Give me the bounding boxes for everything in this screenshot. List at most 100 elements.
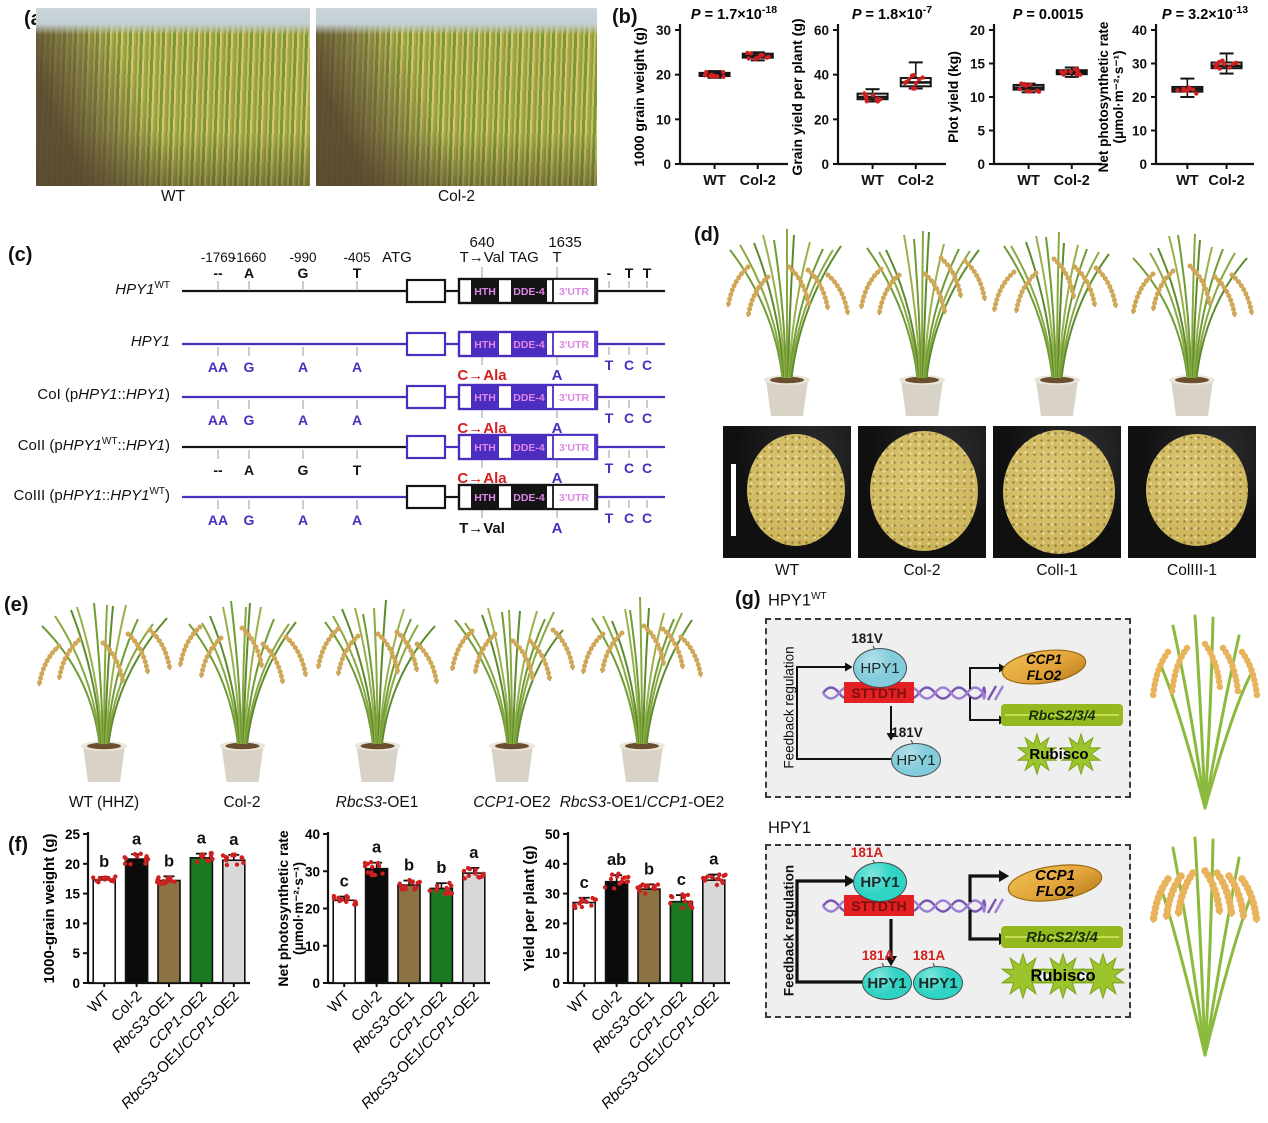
svg-text:10: 10 xyxy=(65,916,80,931)
svg-text:G: G xyxy=(298,265,309,281)
svg-text:AA: AA xyxy=(208,359,228,375)
svg-text:P = 1.7×10-18: P = 1.7×10-18 xyxy=(691,4,777,23)
panel-d-label: (d) xyxy=(694,224,720,246)
pot-photo-ccp1-oe2 xyxy=(449,607,576,782)
svg-text:--: -- xyxy=(213,265,223,281)
barchart-1000-grain-weight: 1000-grain weight (g) 0510152025bWTaCol-2… xyxy=(41,827,250,1112)
svg-text:c: c xyxy=(677,871,686,889)
svg-text:T: T xyxy=(353,462,362,478)
svg-text:3'UTR: 3'UTR xyxy=(559,339,589,351)
svg-text:Plot yield (kg): Plot yield (kg) xyxy=(945,51,961,143)
svg-text:-1769: -1769 xyxy=(201,250,236,265)
svg-text:DDE-4: DDE-4 xyxy=(513,492,545,504)
svg-text:FLO2: FLO2 xyxy=(1027,668,1062,683)
field-photo-col2 xyxy=(316,8,597,186)
svg-text:G: G xyxy=(244,359,255,375)
caption-e-wt: WT (HHZ) xyxy=(68,794,140,811)
svg-text:25: 25 xyxy=(65,827,81,842)
svg-text:C: C xyxy=(642,357,652,373)
svg-text:A: A xyxy=(352,512,362,528)
scale-bar xyxy=(731,464,736,536)
svg-text:RbcS2/3/4: RbcS2/3/4 xyxy=(1029,707,1096,723)
svg-text:HTH: HTH xyxy=(474,492,496,504)
svg-text:(μmol·m⁻²·s⁻¹): (μmol·m⁻²·s⁻¹) xyxy=(291,862,306,955)
hpy1-protein: HPY1 xyxy=(891,743,941,777)
svg-text:AA: AA xyxy=(208,512,228,528)
boxplot-grain-yield-per-plant: Grain yield per plant (g) P = 1.8×10-7 0 20… xyxy=(789,4,946,189)
seed-pile xyxy=(870,431,978,551)
svg-text:G: G xyxy=(298,462,309,478)
barchart-net-photosynthetic-rate: Net photosynthetic rate (μmol·m⁻²·s⁻¹) 0 10… xyxy=(275,827,490,1112)
svg-text:Grain yield per plant (g): Grain yield per plant (g) xyxy=(789,18,805,175)
svg-text:FLO2: FLO2 xyxy=(1036,883,1075,900)
svg-text:WT: WT xyxy=(1017,173,1040,189)
svg-text:181V: 181V xyxy=(891,725,923,740)
svg-text:C→Ala: C→Ala xyxy=(457,470,507,487)
svg-text:(μmol·m⁻²·s⁻¹): (μmol·m⁻²·s⁻¹) xyxy=(1111,51,1126,144)
svg-text:c: c xyxy=(580,874,589,892)
panel-g-label: (g) xyxy=(735,588,761,610)
svg-text:DDE-4: DDE-4 xyxy=(513,392,545,404)
svg-text:CCP1: CCP1 xyxy=(1026,652,1062,667)
pot-photo-col2-e xyxy=(177,600,309,782)
svg-text:15: 15 xyxy=(970,57,986,72)
svg-text:P = 3.2×10-13: P = 3.2×10-13 xyxy=(1162,4,1248,23)
svg-text:-405: -405 xyxy=(343,250,370,265)
svg-text:0: 0 xyxy=(552,976,560,991)
svg-text:10: 10 xyxy=(1132,124,1147,139)
svg-text:Col-2: Col-2 xyxy=(740,173,776,189)
svg-text:20: 20 xyxy=(545,916,560,931)
svg-text:20: 20 xyxy=(305,902,320,917)
hpy1-protein: HPY1 xyxy=(913,966,963,1000)
svg-text:181A: 181A xyxy=(862,948,895,963)
svg-text:ab: ab xyxy=(607,851,626,869)
svg-text:b: b xyxy=(644,860,654,878)
svg-text:30: 30 xyxy=(1132,57,1147,72)
panel-b-label: (b) xyxy=(612,6,638,28)
svg-text:0: 0 xyxy=(72,976,80,991)
svg-text:3'UTR: 3'UTR xyxy=(559,442,589,454)
svg-text:T→Val: T→Val xyxy=(460,249,505,266)
caption-d-coI-1: ColI-1 xyxy=(1036,562,1078,579)
svg-text:T: T xyxy=(605,410,614,426)
allele-name-hpy1: HPY1 xyxy=(130,333,170,350)
svg-text:c: c xyxy=(340,873,349,891)
seed-pile xyxy=(1146,434,1248,546)
allele-name-coIII: CoIII (pHPY1::HPY1WT) xyxy=(13,486,170,504)
svg-text:C: C xyxy=(642,410,652,426)
svg-text:A: A xyxy=(552,520,563,537)
svg-text:181A: 181A xyxy=(851,845,884,860)
svg-text:STTDTH: STTDTH xyxy=(851,685,906,701)
svg-text:40: 40 xyxy=(814,68,829,83)
svg-text:Net photosynthetic rate: Net photosynthetic rate xyxy=(1096,21,1111,172)
seed-photo-coIII-1 xyxy=(1128,426,1256,558)
svg-text:HTH: HTH xyxy=(474,339,496,351)
svg-text:TAG: TAG xyxy=(509,249,539,266)
svg-text:T: T xyxy=(552,249,561,266)
svg-text:Net photosynthetic rate: Net photosynthetic rate xyxy=(275,830,291,987)
svg-text:b: b xyxy=(436,859,446,877)
panel-f-label: (f) xyxy=(8,834,28,856)
svg-text:1635: 1635 xyxy=(548,234,581,251)
svg-text:b: b xyxy=(99,853,109,871)
svg-text:-990: -990 xyxy=(289,250,316,265)
caption-d-col2: Col-2 xyxy=(903,562,941,579)
svg-text:ATG: ATG xyxy=(382,249,412,266)
allele-name-hpy1wt: HPY1WT xyxy=(115,280,170,298)
hpy1-protein: HPY1 xyxy=(862,966,912,1000)
caption-d-coIII-1: ColIII-1 xyxy=(1167,562,1217,579)
pot-photo-rbcs3-ccp1 xyxy=(580,596,704,782)
svg-text:A: A xyxy=(244,462,254,478)
svg-text:P = 0.0015: P = 0.0015 xyxy=(1013,7,1084,23)
svg-text:A: A xyxy=(552,470,563,487)
svg-text:40: 40 xyxy=(545,857,560,872)
boxplot-plot-yield: Plot yield (kg) P = 0.0015 0 5 10 15 20 WT Col-2 xyxy=(945,7,1102,189)
svg-text:40: 40 xyxy=(305,827,320,842)
svg-text:20: 20 xyxy=(1132,90,1147,105)
boxplot-net-photosynthetic-rate: Net photosynthetic rate (μmol·m⁻²·s⁻¹) P =… xyxy=(1096,4,1254,189)
gene-structure-diagram: 640 1635-1769-1660 -990 -405 ATG T→Val TAG T-- A… xyxy=(182,234,665,537)
svg-text:RbcS2/3/4: RbcS2/3/4 xyxy=(1026,929,1098,946)
svg-text:181A: 181A xyxy=(913,948,946,963)
pot-photo-coI-1 xyxy=(991,231,1119,416)
